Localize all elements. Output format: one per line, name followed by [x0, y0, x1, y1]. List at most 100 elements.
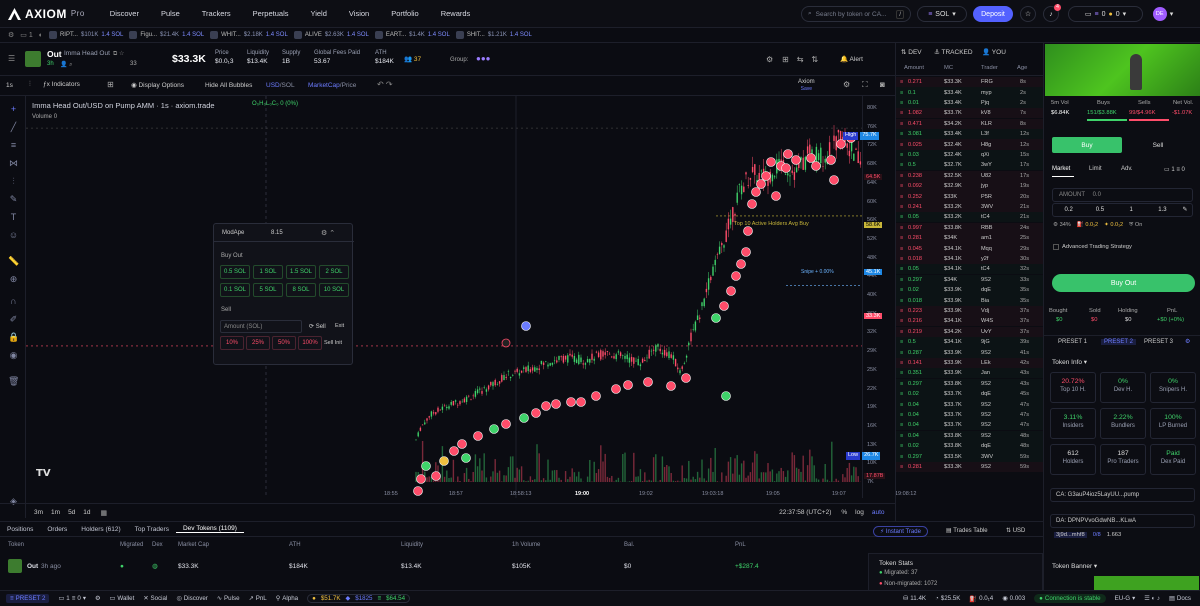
quick-trade-panel[interactable]: ModApe 8.15 ⚙ ⌃ Buy Out 0.5 SOL 1 SOL 1.… [213, 223, 354, 365]
trade-trader[interactable]: H8g [981, 141, 992, 148]
brand-logo[interactable]: AXIOM Pro [8, 7, 85, 21]
usd-option[interactable]: USD [266, 82, 280, 89]
footer-pnl[interactable]: ↗ PnL [248, 595, 267, 602]
nav-discover[interactable]: Discover [109, 9, 139, 18]
amount-input[interactable]: AMOUNT 0.0 [1052, 188, 1193, 202]
tab-dev[interactable]: ⇅ DEV [901, 49, 922, 56]
fullscreen-icon[interactable]: ⛶ [862, 80, 868, 89]
docs-link[interactable]: ▤ Docs [1169, 595, 1191, 602]
ruler-icon[interactable]: 📏 [8, 256, 20, 266]
sol-option[interactable]: SOL [281, 82, 295, 89]
trade-trader[interactable]: 9jG [981, 339, 990, 346]
wallet-selector[interactable]: ▭ 1 ≡ 0 [1164, 167, 1185, 173]
trade-trader[interactable]: tC4 [981, 266, 990, 273]
preset-selector[interactable]: ≡ PRESET 2 [6, 594, 50, 603]
copy-icon[interactable]: ⧉ ☆ [113, 51, 125, 57]
col-mc[interactable]: MC [944, 65, 954, 71]
trade-trader[interactable]: FRG [981, 79, 993, 86]
trade-row[interactable]: ≡ 0.01 $33.4K Pjq 2s [896, 97, 1044, 109]
dev-address[interactable]: DA: DPNPVvoGdwNB...KLwA [1050, 514, 1195, 528]
trade-row[interactable]: ≡ 0.05 $34.1K tC4 32s [896, 264, 1044, 275]
trade-row[interactable]: ≡ 0.281 $33.3K 9S2 59s [896, 461, 1044, 473]
indicators-button[interactable]: ƒx Indicators [43, 81, 80, 88]
trade-row[interactable]: ≡ 0.219 $34.2K UvY 37s [896, 326, 1044, 337]
footer-pulse[interactable]: ∿ Pulse [216, 595, 240, 602]
undo-icon[interactable]: ↶ ↷ [377, 80, 393, 89]
trade-trader[interactable]: 9S2 [981, 349, 991, 356]
trade-row[interactable]: ≡ 0.05 $33.2K tC4 21s [896, 212, 1044, 223]
trade-row[interactable]: ≡ 0.045 $34.1K Mqq 29s [896, 243, 1044, 254]
ticker-item[interactable]: RIPT... $101K 1.4 SOL [48, 31, 123, 39]
trade-trader[interactable]: 9S2 [981, 276, 991, 283]
col-ath[interactable]: ATH [289, 542, 301, 548]
camera-icon[interactable]: ◙ [880, 80, 885, 89]
trade-trader[interactable]: 9S2 [981, 422, 991, 429]
trade-trader[interactable]: 9S2 [981, 380, 991, 387]
trade-trader[interactable]: dqE [981, 391, 991, 398]
metric-toggle[interactable]: MarketCap/Price [308, 82, 357, 89]
limit-tab[interactable]: Limit [1089, 166, 1102, 172]
trade-trader[interactable]: U82 [981, 172, 992, 179]
trade-trader[interactable]: 3WV [981, 453, 994, 460]
trade-row[interactable]: ≡ 0.471 $34.2K KLR 8s [896, 118, 1044, 129]
tab-holders[interactable]: Holders (612) [81, 525, 121, 533]
magnet-icon[interactable]: ∩ [10, 296, 17, 306]
ticker-item[interactable]: WHIT... $2.18K 1.4 SOL [210, 31, 288, 39]
quick-sell-100[interactable]: 100% [298, 336, 322, 350]
settings-icon[interactable]: ⚙ [766, 55, 774, 64]
ticker-item[interactable]: EART... $1.4K 1.4 SOL [374, 31, 450, 39]
candle-type-icon[interactable]: ⫶ [29, 81, 31, 88]
trade-trader[interactable]: kV8 [981, 110, 991, 117]
trade-row[interactable]: ≡ 0.297 $33.8K 9S2 43s [896, 378, 1044, 389]
price-chart[interactable]: Imma Head Out/USD on Pump AMM · 1s · axi… [26, 96, 862, 498]
trade-row[interactable]: ≡ 0.03 $32.4K qXi 15s [896, 149, 1044, 161]
layers-icon[interactable]: ◈ [10, 496, 17, 506]
footer-social[interactable]: ✕ Social [143, 595, 168, 602]
hide-bubbles-button[interactable]: Hide All Bubbles [205, 82, 253, 89]
nav-yield[interactable]: Yield [310, 9, 327, 18]
display-options-button[interactable]: ◉ Display Options [131, 82, 185, 89]
ticker-item[interactable]: ALIVE $2.63K 1.4 SOL [293, 31, 369, 39]
trade-trader[interactable]: Mqq [981, 245, 992, 252]
trade-trader[interactable]: 9S2 [981, 432, 991, 439]
ticker-item[interactable]: Figu... $21.4K 1.4 SOL [129, 31, 204, 39]
trade-row[interactable]: ≡ 0.223 $33.9K Vdj 37s [896, 305, 1044, 317]
quick-sell-25[interactable]: 25% [246, 336, 270, 350]
trash-icon[interactable]: 🗑 [8, 376, 20, 386]
buy-out-button[interactable]: Buy Out [1052, 274, 1195, 292]
social-icons[interactable]: 👤 ⌕ [60, 62, 73, 68]
quick-buy-0[interactable]: 0.5 SOL [220, 265, 250, 279]
trade-trader[interactable]: Jan [981, 370, 991, 377]
trade-row[interactable]: ≡ 0.141 $33.9K LEk 42s [896, 357, 1044, 369]
notifications-button[interactable]: ♪ [1043, 6, 1059, 22]
col-trader[interactable]: Trader [981, 65, 998, 71]
trendline-icon[interactable]: ╱ [10, 122, 17, 132]
auto-toggle[interactable]: auto [871, 509, 885, 516]
network-select[interactable]: ≡ SOL ▾ [917, 6, 967, 22]
quick-buy-7[interactable]: 10 SOL [319, 283, 349, 297]
trade-trader[interactable]: KLR [981, 120, 992, 127]
trade-trader[interactable]: 9S2 [981, 463, 991, 470]
brush-icon[interactable]: ✎ [9, 194, 18, 204]
trade-trader[interactable]: 9S2 [981, 401, 991, 408]
trade-row[interactable]: ≡ 0.297 $34K 9S2 33s [896, 274, 1044, 285]
tab-positions[interactable]: Positions [7, 525, 34, 533]
wallet-small-icon[interactable]: ▭ 1 [20, 32, 33, 39]
mc-option[interactable]: MarketCap [308, 82, 340, 89]
chart-settings-icon[interactable]: ⚙ [843, 80, 851, 89]
token-banner-header[interactable]: Token Banner ▾ [1052, 563, 1098, 570]
tf-3m[interactable]: 3m [34, 509, 44, 516]
y-axis[interactable]: 80K76K72K68K64K60K56K52K48K44K40K36K32K2… [862, 96, 895, 498]
trade-row[interactable]: ≡ 0.297 $33.5K 3WV 59s [896, 451, 1044, 462]
nav-pulse[interactable]: Pulse [160, 9, 180, 18]
layout-icon[interactable]: ⊞ [107, 80, 114, 89]
footer-wallet-count[interactable]: ▭ 1 ≡ 0 ▾ [58, 595, 86, 602]
col-1h-volume[interactable]: 1h Volume [512, 542, 541, 548]
hline-icon[interactable]: ≡ [10, 140, 17, 150]
trade-row[interactable]: ≡ 0.02 $33.8K dqE 48s [896, 441, 1044, 452]
nav-rewards[interactable]: Rewards [440, 9, 471, 18]
trades-table-button[interactable]: ▤ Trades Table [946, 528, 988, 534]
trade-trader[interactable]: y2f [981, 255, 989, 262]
trade-row[interactable]: ≡ 0.241 $33.2K 3WV 21s [896, 201, 1044, 213]
chart-canvas[interactable] [26, 96, 862, 498]
